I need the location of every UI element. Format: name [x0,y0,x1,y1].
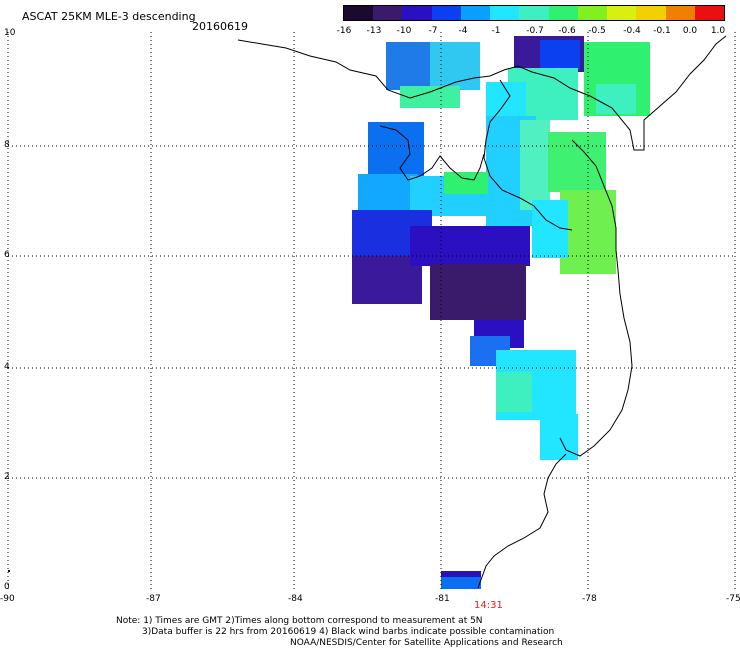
colorbar-label: -0.1 [653,26,671,36]
note-line-3: NOAA/NESDIS/Center for Satellite Applica… [290,638,563,648]
coastline [237,35,727,589]
lon-label: -84 [288,594,303,604]
lat-lon-grid [8,32,735,590]
lon-label: -81 [435,594,450,604]
lon-label: -87 [146,594,161,604]
colorbar-bin [431,6,461,20]
lon-label: -75 [726,594,740,604]
colorbar-label: 0.0 [682,26,698,36]
colorbar-bin [607,6,637,20]
lat-label: 0 [4,582,10,592]
note-line-2: 3)Data buffer is 22 hrs from 20160619 4)… [142,627,555,637]
colorbar-bin [402,6,432,20]
colorbar-label: -4 [458,26,468,36]
lat-label: 10 [4,28,16,38]
lon-label: -90 [0,594,15,604]
colorbar-label: 1.0 [710,26,726,36]
map-frame [7,32,736,590]
colorbar-bin [344,6,374,20]
colorbar-bin [694,6,725,20]
colorbar-label: -16 [336,26,352,36]
lat-label: 6 [4,250,10,260]
colorbar-label: -0.4 [623,26,641,36]
colorbar [343,5,725,21]
colorbar-label: -10 [396,26,412,36]
colorbar-label: -7 [428,26,438,36]
lon-label: -78 [582,594,597,604]
colorbar-bin [548,6,578,20]
wind-data-cells [352,36,650,589]
colorbar-label: -0.6 [558,26,576,36]
note-line-1: Note: 1) Times are GMT 2)Times along bot… [116,616,483,626]
colorbar-bin [636,6,666,20]
colorbar-bin [460,6,491,20]
pass-time-label: 14:31 [474,600,503,611]
product-title: ASCAT 25KM MLE-3 descending [22,10,196,23]
colorbar-label: -0.5 [588,26,606,36]
lat-label: 4 [4,362,10,372]
small-marker [8,570,10,572]
colorbar-bin [665,6,695,20]
colorbar-bin [490,6,520,20]
colorbar-label: -13 [366,26,382,36]
colorbar-label: -1 [491,26,501,36]
lat-label: 2 [4,472,10,482]
colorbar-bin [577,6,608,20]
colorbar-label: -0.7 [526,26,544,36]
colorbar-bin [373,6,403,20]
colorbar-bin [519,6,549,20]
lat-label: 8 [4,140,10,150]
product-date: 20160619 [192,20,248,33]
